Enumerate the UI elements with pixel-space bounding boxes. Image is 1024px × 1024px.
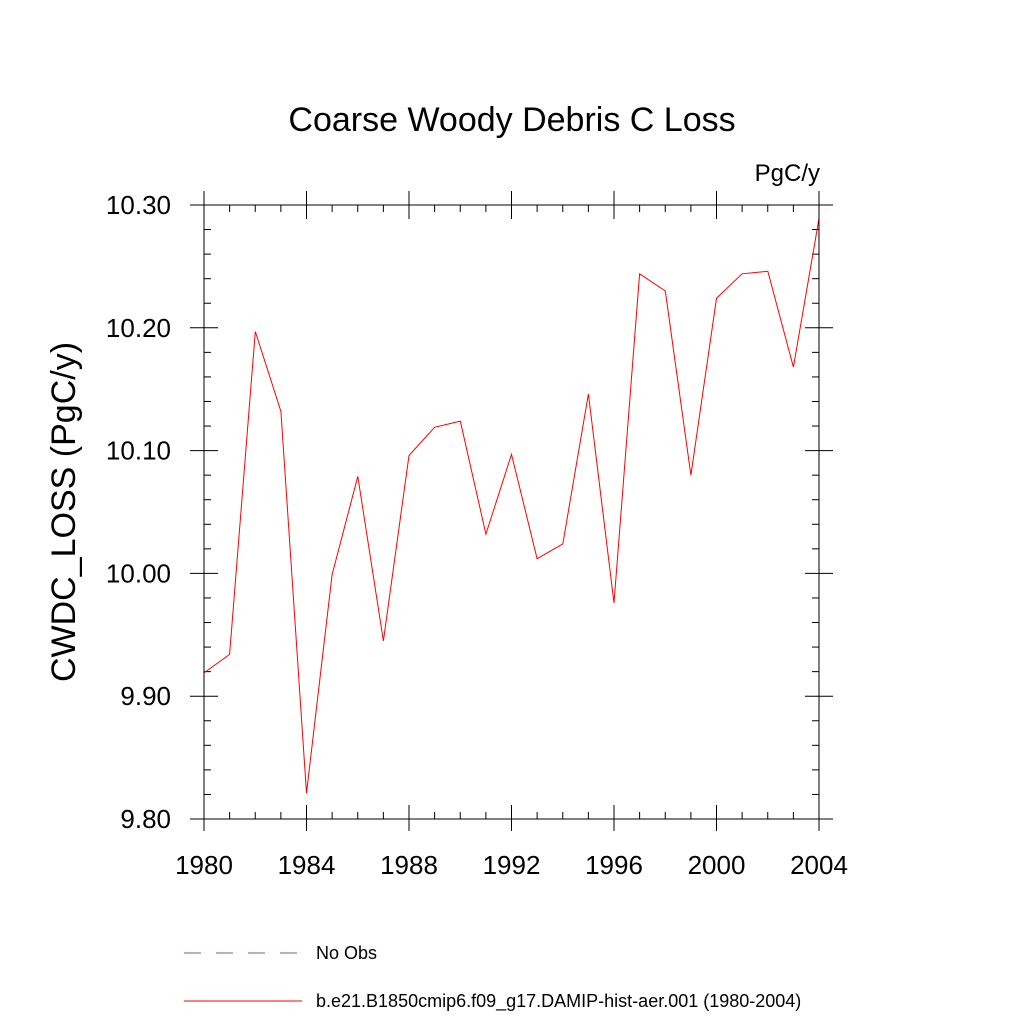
y-tick-label: 10.30 [106,190,171,220]
legend: No Obs b.e21.B1850cmip6.f09_g17.DAMIP-his… [184,943,801,1012]
x-tick-label: 1988 [380,850,438,880]
series-line [203,218,820,794]
legend-label: b.e21.B1850cmip6.f09_g17.DAMIP-hist-aer.… [316,991,801,1012]
x-tick-label: 2000 [688,850,746,880]
minor-ticks [204,205,819,819]
x-tick-label: 1980 [175,850,233,880]
y-axis-label: CWDC_LOSS (PgC/y) [45,342,83,682]
y-tick-label: 10.10 [106,436,171,466]
chart-title: Coarse Woody Debris C Loss [288,101,735,139]
y-tick-label: 9.90 [120,681,171,711]
x-tick-label: 1984 [278,850,336,880]
y-tick-label: 10.20 [106,313,171,343]
x-tick-label: 1992 [483,850,541,880]
units-label: PgC/y [755,160,820,187]
plot-frame [203,204,820,820]
y-tick-label: 10.00 [106,558,171,588]
tick-labels: 1980 1984 1988 1992 1996 2000 2004 9.80 9.90 10.0… [106,190,848,880]
x-tick-label: 1996 [585,850,643,880]
x-tick-label: 2004 [790,850,848,880]
major-ticks [190,191,833,831]
y-tick-label: 9.80 [120,804,171,834]
legend-label: No Obs [316,943,377,963]
series-lines [203,218,820,794]
